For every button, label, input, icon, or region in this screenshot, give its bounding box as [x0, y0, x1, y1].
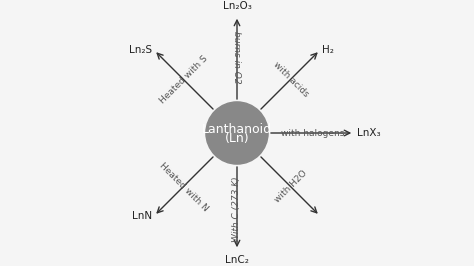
Text: Ln₂O₃: Ln₂O₃	[223, 1, 251, 11]
Text: LnC₂: LnC₂	[225, 255, 249, 265]
Text: With C (273 K): With C (273 K)	[233, 176, 241, 242]
Text: with H2O: with H2O	[273, 169, 309, 205]
Circle shape	[206, 102, 268, 164]
Text: LnX₃: LnX₃	[356, 128, 380, 138]
Text: burns in O2: burns in O2	[233, 31, 241, 84]
Text: Heated with N: Heated with N	[157, 161, 210, 213]
Text: H₂: H₂	[322, 45, 334, 55]
Text: (Ln): (Ln)	[225, 132, 249, 145]
Text: LnN: LnN	[132, 211, 152, 221]
Text: Heated with S: Heated with S	[158, 54, 209, 105]
Text: with acids: with acids	[271, 60, 310, 99]
Text: with halogens: with halogens	[281, 128, 345, 138]
Text: Ln₂S: Ln₂S	[128, 45, 152, 55]
Text: Lanthanoid: Lanthanoid	[202, 123, 272, 136]
